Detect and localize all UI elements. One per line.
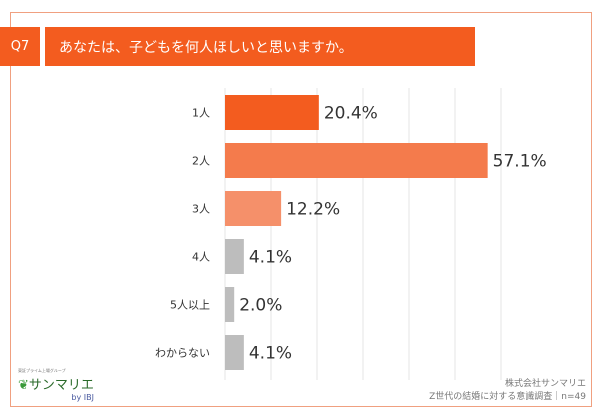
logo-by: by IBJ [71, 393, 94, 402]
credit: 株式会社サンマリエ Z世代の結婚に対する意識調査｜n=49 [429, 378, 586, 404]
bar [225, 191, 282, 226]
category-label: 5人以上 [170, 299, 210, 312]
data-label: 2.0% [239, 296, 282, 316]
data-label: 4.1% [249, 248, 292, 268]
data-label: 12.2% [286, 200, 340, 220]
data-label: 57.1% [493, 152, 547, 172]
question-number: Q7 [0, 27, 40, 66]
bar [225, 335, 244, 370]
category-label: 3人 [192, 203, 210, 216]
chart-frame [10, 12, 592, 407]
bar [225, 287, 235, 322]
logo: 東証プライム上場グループ ❦サンマリエ by IBJ [18, 368, 94, 402]
bar [225, 239, 244, 274]
logo-tagline: 東証プライム上場グループ [18, 368, 66, 373]
bar [225, 143, 488, 178]
category-label: わからない [155, 347, 210, 360]
data-label: 20.4% [324, 104, 378, 124]
category-label: 4人 [192, 251, 210, 264]
data-label: 4.1% [249, 344, 292, 364]
credit-survey: Z世代の結婚に対する意識調査｜n=49 [429, 392, 586, 402]
question-title: あなたは、子どもを何人ほしいと思いますか。 [45, 27, 475, 66]
logo-name: サンマリエ [28, 378, 94, 393]
category-label: 2人 [192, 155, 210, 168]
leaf-icon: ❦ [18, 378, 29, 393]
credit-company: 株式会社サンマリエ [504, 379, 586, 389]
category-label: 1人 [192, 107, 210, 120]
bar [225, 95, 319, 130]
